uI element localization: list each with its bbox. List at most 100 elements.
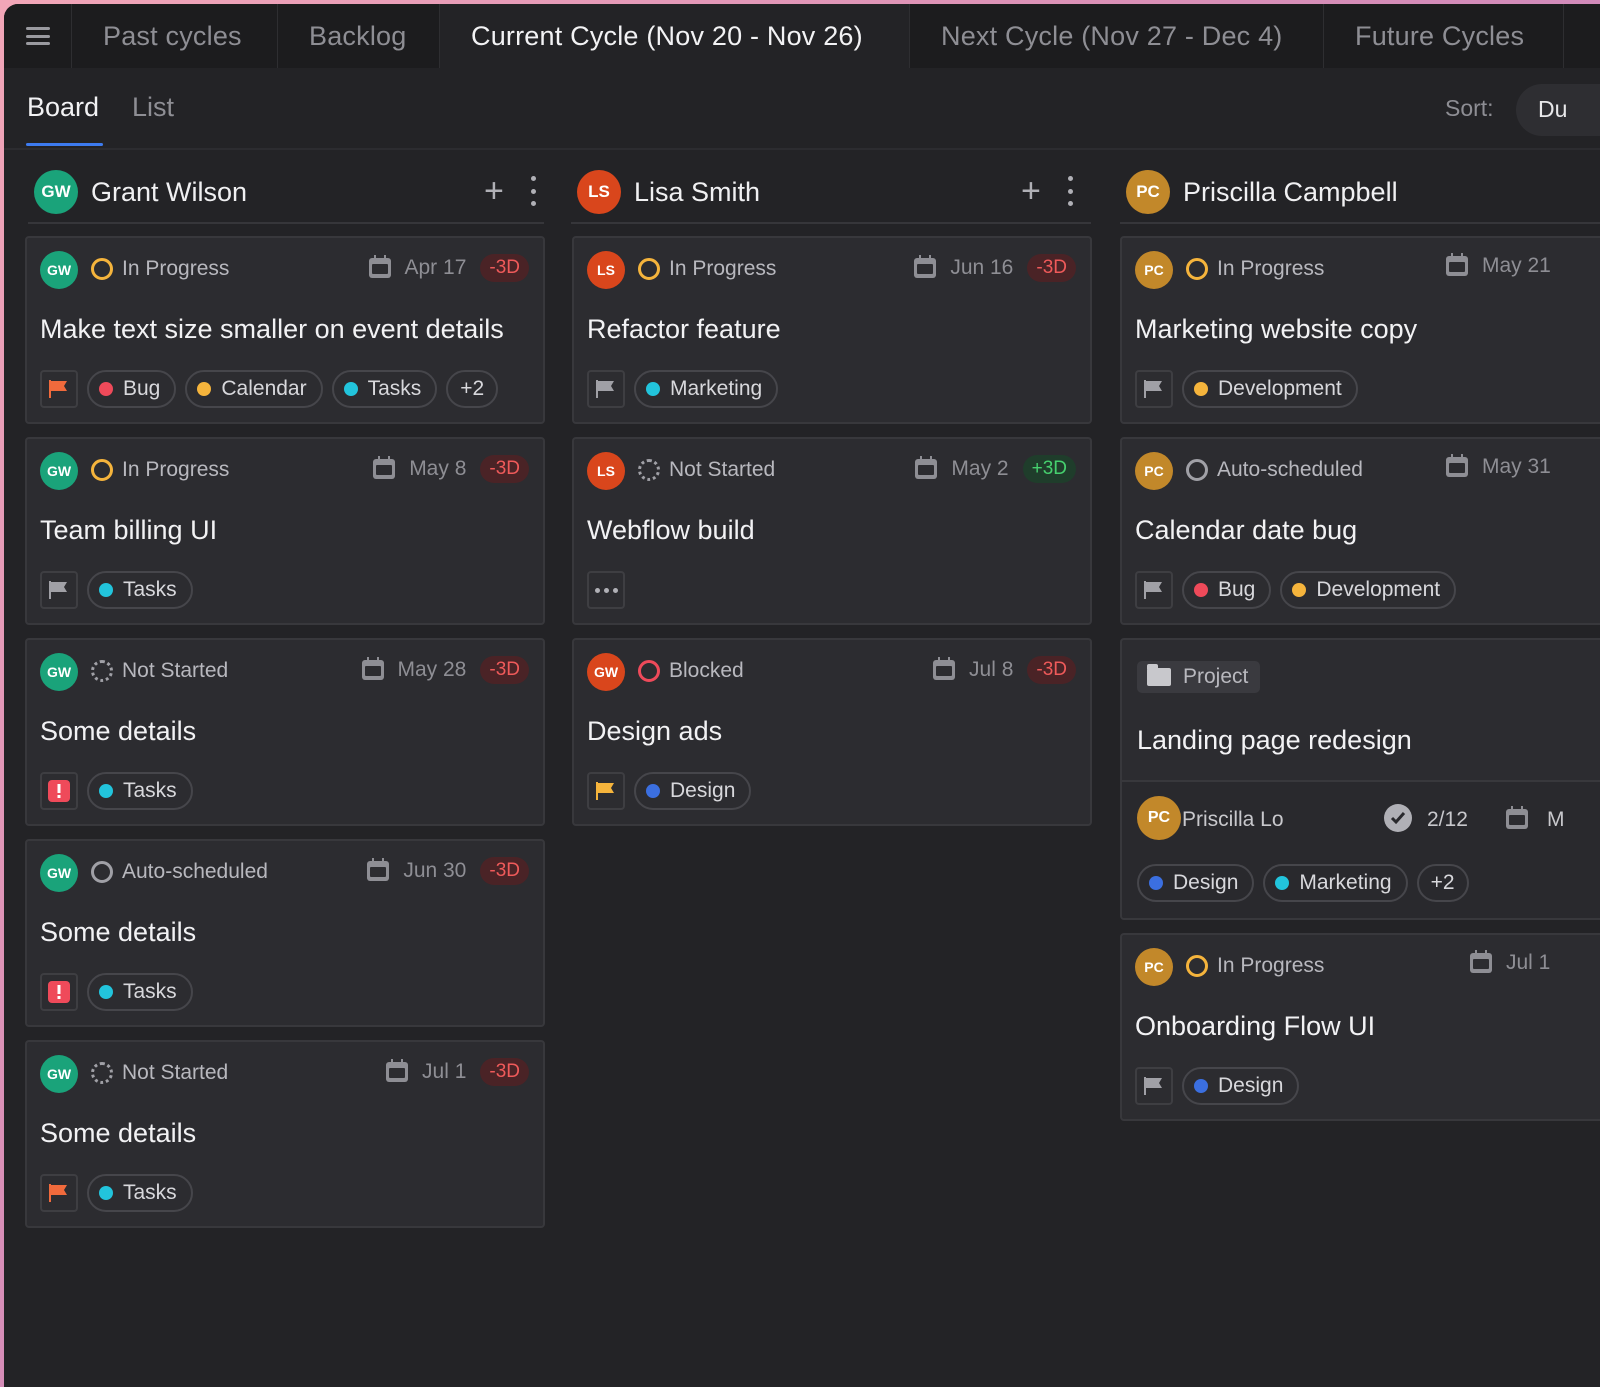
priority-button[interactable] bbox=[40, 571, 78, 609]
tab-past-cycles[interactable]: Past cycles bbox=[72, 4, 278, 68]
status: Not Started bbox=[91, 659, 228, 683]
app-window: Past cycles Backlog Current Cycle (Nov 2… bbox=[4, 4, 1600, 1387]
tag-label: Tasks bbox=[367, 377, 422, 400]
tag-pill[interactable]: Marketing bbox=[1263, 864, 1408, 902]
task-card[interactable]: GW Not Started Jul 1 -3D Some details Ta… bbox=[25, 1040, 545, 1228]
more-icon bbox=[594, 587, 618, 593]
priority-button[interactable] bbox=[40, 973, 78, 1011]
tab-future-cycles[interactable]: Future Cycles bbox=[1324, 4, 1564, 68]
date-text: Jul 1 bbox=[422, 1060, 467, 1083]
calendar-icon bbox=[1446, 253, 1468, 276]
task-card[interactable]: LS Not Started May 2 +3D Webflow build bbox=[572, 437, 1092, 625]
delta-badge: -3D bbox=[480, 857, 529, 885]
date-text: May 31 bbox=[1482, 455, 1551, 478]
priority-button[interactable] bbox=[40, 1174, 78, 1212]
urgent-icon bbox=[48, 981, 70, 1003]
status-label: In Progress bbox=[122, 257, 230, 280]
task-card[interactable]: LS In Progress Jun 16 -3D Refactor featu… bbox=[572, 236, 1092, 424]
tag-pill[interactable]: Tasks bbox=[87, 1174, 193, 1212]
tab-board[interactable]: Board bbox=[27, 92, 100, 122]
tag-label: Tasks bbox=[123, 578, 177, 601]
priority-button[interactable] bbox=[1135, 1067, 1173, 1105]
active-view-indicator bbox=[26, 143, 103, 146]
avatar: LS bbox=[587, 452, 625, 490]
avatar: GW bbox=[40, 452, 78, 490]
tag-color-dot bbox=[343, 382, 358, 396]
tag-pill[interactable]: Tasks bbox=[331, 370, 438, 408]
column-header-lisa-smith: LS Lisa Smith + bbox=[571, 164, 1091, 224]
add-task-button[interactable]: + bbox=[1021, 172, 1041, 210]
tag-pill[interactable]: Bug bbox=[1182, 571, 1272, 609]
tag-color-dot bbox=[646, 784, 660, 798]
column-title: Grant Wilson bbox=[91, 177, 248, 207]
cycle-tab-bar: Past cycles Backlog Current Cycle (Nov 2… bbox=[4, 4, 1600, 68]
priority-button[interactable] bbox=[1135, 370, 1173, 408]
status: In Progress bbox=[1186, 257, 1324, 281]
due-date: May 2 +3D bbox=[915, 455, 1076, 483]
task-card[interactable]: GW Not Started May 28 -3D Some details T… bbox=[25, 638, 545, 826]
calendar-icon bbox=[1506, 806, 1528, 829]
avatar: GW bbox=[34, 170, 78, 214]
date-text: Jun 16 bbox=[950, 256, 1014, 279]
more-options-button[interactable] bbox=[587, 571, 625, 609]
task-card[interactable]: PC In Progress Jul 1 Onboarding Flow UI … bbox=[1120, 933, 1600, 1121]
tag-pill[interactable]: Development bbox=[1182, 370, 1358, 408]
more-tags-button[interactable]: +2 bbox=[446, 370, 499, 408]
date-text: May 21 bbox=[1482, 254, 1551, 277]
tab-list[interactable]: List bbox=[132, 92, 175, 122]
menu-button[interactable] bbox=[4, 4, 72, 68]
add-task-button[interactable]: + bbox=[484, 172, 504, 210]
tag-pill[interactable]: Tasks bbox=[87, 973, 193, 1011]
tag-label: Tasks bbox=[123, 779, 177, 802]
tag-pill[interactable]: Marketing bbox=[634, 370, 779, 408]
tag-pill[interactable]: Development bbox=[1280, 571, 1457, 609]
tag-pill[interactable]: Design bbox=[634, 772, 752, 810]
task-card[interactable]: GW Blocked Jul 8 -3D Design ads Design bbox=[572, 638, 1092, 826]
task-card[interactable]: GW In Progress May 8 -3D Team billing UI… bbox=[25, 437, 545, 625]
tag-pill[interactable]: Bug bbox=[87, 370, 177, 408]
tag-color-dot bbox=[1292, 583, 1307, 597]
calendar-icon bbox=[368, 255, 391, 278]
tab-current-cycle[interactable]: Current Cycle (Nov 20 - Nov 26) bbox=[440, 4, 910, 68]
calendar-icon bbox=[933, 657, 956, 680]
task-card[interactable]: GW In Progress Apr 17 -3D Make text size… bbox=[25, 236, 545, 424]
delta-badge: +3D bbox=[1022, 455, 1076, 483]
sort-select[interactable]: Du bbox=[1516, 84, 1600, 136]
tab-backlog[interactable]: Backlog bbox=[278, 4, 440, 68]
priority-button[interactable] bbox=[40, 772, 78, 810]
task-card[interactable]: GW Auto-scheduled Jun 30 -3D Some detail… bbox=[25, 839, 545, 1027]
avatar: PC bbox=[1135, 452, 1173, 490]
in-progress-icon bbox=[638, 258, 660, 280]
tag-pill[interactable]: Calendar bbox=[185, 370, 323, 408]
date-text: Apr 17 bbox=[404, 256, 467, 279]
tag-color-dot bbox=[197, 382, 212, 396]
due-date: Jun 30 -3D bbox=[367, 857, 529, 885]
tag-pill[interactable]: Tasks bbox=[87, 772, 193, 810]
column-menu-button[interactable] bbox=[1065, 176, 1075, 206]
tag-pill[interactable]: Design bbox=[1137, 864, 1255, 902]
more-tags-button[interactable]: +2 bbox=[1416, 864, 1469, 902]
view-bar: Board List Sort: Du bbox=[4, 68, 1600, 150]
task-card[interactable]: PC Auto-scheduled May 31 Calendar date b… bbox=[1120, 437, 1600, 625]
grey-flag-icon bbox=[1144, 1077, 1162, 1095]
status: In Progress bbox=[1186, 954, 1324, 978]
priority-button[interactable] bbox=[40, 370, 78, 408]
status: Auto-scheduled bbox=[1186, 458, 1363, 482]
column-header-grant-wilson: GW Grant Wilson + bbox=[28, 164, 544, 224]
due-date: May 21 bbox=[1446, 253, 1551, 278]
task-card[interactable]: PC In Progress May 21 Marketing website … bbox=[1120, 236, 1600, 424]
priority-button[interactable] bbox=[587, 370, 625, 408]
priority-button[interactable] bbox=[1135, 571, 1173, 609]
column-menu-button[interactable] bbox=[528, 176, 538, 206]
tab-next-cycle[interactable]: Next Cycle (Nov 27 - Dec 4) bbox=[910, 4, 1324, 68]
project-card[interactable]: Project Landing page redesign PC Priscil… bbox=[1120, 638, 1600, 920]
in-progress-icon bbox=[1186, 258, 1208, 280]
calendar-icon bbox=[1446, 454, 1468, 477]
tag-pill[interactable]: Tasks bbox=[87, 571, 193, 609]
blocked-icon bbox=[638, 660, 660, 682]
tag-pill[interactable]: Design bbox=[1182, 1067, 1300, 1105]
due-date: Apr 17 -3D bbox=[368, 254, 529, 282]
avatar: GW bbox=[40, 653, 78, 691]
priority-button[interactable] bbox=[587, 772, 625, 810]
avatar: PC bbox=[1137, 796, 1181, 840]
